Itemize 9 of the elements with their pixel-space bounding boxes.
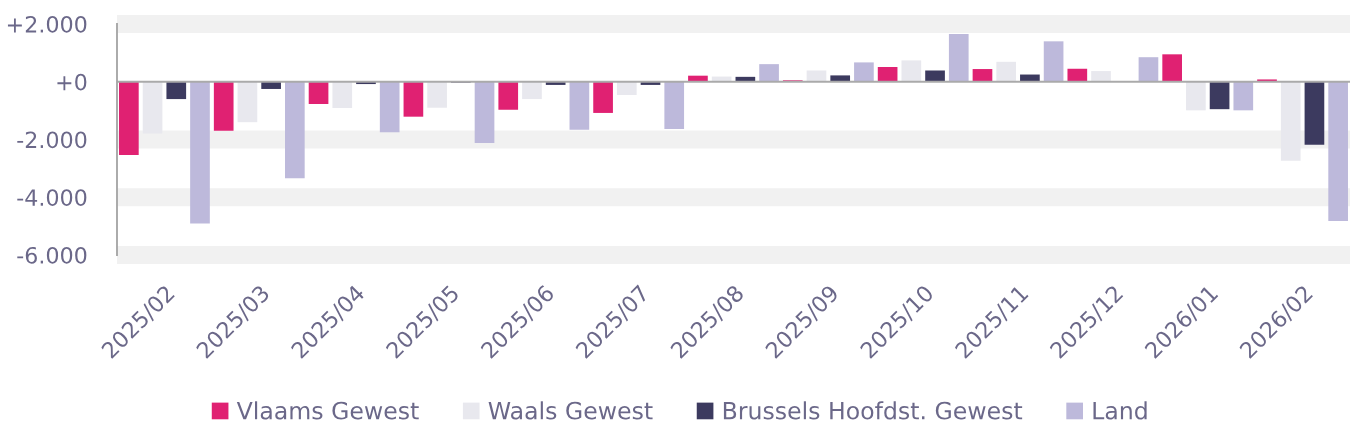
legend-label: Brussels Hoofdst. Gewest	[723, 401, 1023, 420]
legend-label: Vlaams Gewest	[236, 401, 419, 420]
y-tick-label: -6.000	[17, 246, 87, 264]
y-tick-label: -4.000	[17, 189, 87, 207]
y-tick-label: +2.000	[7, 15, 87, 33]
y-tick-label: -2.000	[17, 131, 87, 149]
legend-label: Land	[1093, 401, 1147, 420]
y-tick-label: +0	[57, 73, 87, 91]
legend-label: Waals Gewest	[488, 401, 653, 420]
